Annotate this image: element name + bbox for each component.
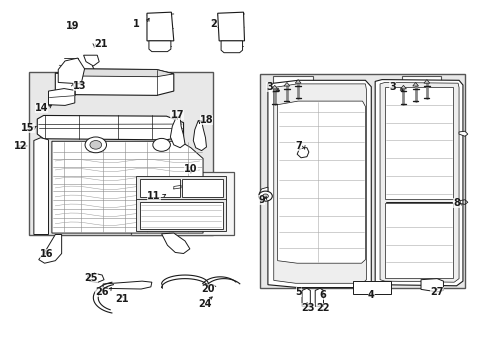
Text: 21: 21 — [115, 294, 128, 304]
Text: 26: 26 — [95, 287, 109, 297]
Bar — [401, 76, 441, 105]
Circle shape — [90, 140, 102, 149]
Polygon shape — [55, 69, 173, 95]
Text: 12: 12 — [14, 141, 28, 151]
Polygon shape — [55, 69, 173, 77]
Text: 24: 24 — [197, 299, 211, 309]
Polygon shape — [302, 288, 310, 306]
Polygon shape — [217, 12, 244, 41]
Text: 18: 18 — [199, 115, 213, 125]
Polygon shape — [136, 199, 225, 231]
Text: 25: 25 — [84, 273, 98, 283]
Text: 3: 3 — [388, 82, 395, 92]
Circle shape — [262, 194, 268, 198]
Text: 20: 20 — [202, 284, 215, 294]
Polygon shape — [271, 85, 277, 89]
Polygon shape — [87, 273, 104, 283]
Text: 13: 13 — [73, 81, 86, 91]
Bar — [131, 172, 233, 234]
Text: 16: 16 — [40, 248, 54, 258]
Polygon shape — [83, 55, 99, 66]
Text: 17: 17 — [170, 111, 183, 121]
Text: 2: 2 — [210, 19, 217, 29]
Polygon shape — [193, 121, 206, 150]
Polygon shape — [58, 58, 84, 84]
Text: 8: 8 — [452, 198, 459, 208]
Polygon shape — [400, 85, 406, 89]
Circle shape — [153, 138, 170, 151]
Polygon shape — [277, 101, 365, 263]
Bar — [260, 74, 464, 288]
Polygon shape — [352, 281, 390, 294]
Polygon shape — [37, 116, 183, 140]
Polygon shape — [161, 233, 189, 253]
Circle shape — [258, 191, 272, 201]
Text: 10: 10 — [184, 164, 197, 174]
Polygon shape — [149, 41, 170, 51]
Text: 19: 19 — [66, 21, 80, 31]
Polygon shape — [295, 80, 301, 83]
Polygon shape — [315, 288, 323, 306]
Polygon shape — [34, 138, 48, 234]
Text: 14: 14 — [35, 103, 48, 113]
Polygon shape — [412, 82, 418, 86]
Text: 3: 3 — [265, 82, 272, 92]
Polygon shape — [39, 234, 61, 263]
Polygon shape — [140, 202, 222, 229]
Text: 11: 11 — [147, 191, 160, 201]
Text: 1: 1 — [133, 19, 140, 29]
Polygon shape — [52, 141, 203, 233]
Bar — [29, 72, 213, 234]
Polygon shape — [103, 281, 152, 289]
Text: 15: 15 — [21, 123, 35, 133]
Polygon shape — [221, 41, 242, 53]
Text: 5: 5 — [295, 287, 302, 297]
Polygon shape — [267, 80, 370, 288]
Bar — [272, 76, 312, 105]
Polygon shape — [273, 84, 366, 283]
Polygon shape — [379, 82, 458, 282]
Polygon shape — [170, 117, 184, 148]
Text: 7: 7 — [295, 141, 302, 151]
Polygon shape — [458, 131, 467, 136]
Polygon shape — [259, 187, 267, 200]
Circle shape — [85, 137, 106, 153]
Text: 22: 22 — [315, 303, 328, 314]
Polygon shape — [297, 148, 308, 158]
Text: 6: 6 — [319, 291, 325, 301]
Polygon shape — [284, 82, 289, 86]
Text: 9: 9 — [258, 195, 264, 205]
Text: 21: 21 — [94, 39, 107, 49]
Polygon shape — [48, 89, 75, 105]
Text: 4: 4 — [367, 291, 374, 301]
Polygon shape — [384, 87, 452, 199]
Text: 27: 27 — [429, 287, 443, 297]
Polygon shape — [420, 279, 443, 292]
Polygon shape — [147, 12, 173, 41]
Polygon shape — [374, 80, 462, 286]
Polygon shape — [384, 203, 452, 278]
Text: 23: 23 — [301, 303, 314, 314]
Polygon shape — [423, 80, 429, 83]
Polygon shape — [140, 179, 180, 197]
Polygon shape — [182, 179, 222, 197]
Polygon shape — [136, 176, 225, 200]
